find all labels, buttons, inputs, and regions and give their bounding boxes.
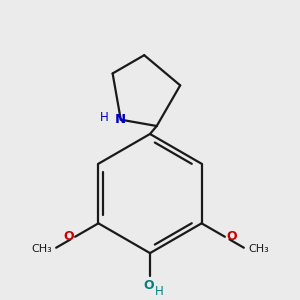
Text: H: H: [100, 111, 108, 124]
Text: CH₃: CH₃: [248, 244, 269, 254]
Text: N: N: [115, 113, 126, 126]
Text: CH₃: CH₃: [31, 244, 52, 254]
Text: O: O: [63, 230, 74, 242]
Text: H: H: [155, 285, 164, 298]
Text: O: O: [143, 279, 154, 292]
Text: O: O: [226, 230, 237, 242]
